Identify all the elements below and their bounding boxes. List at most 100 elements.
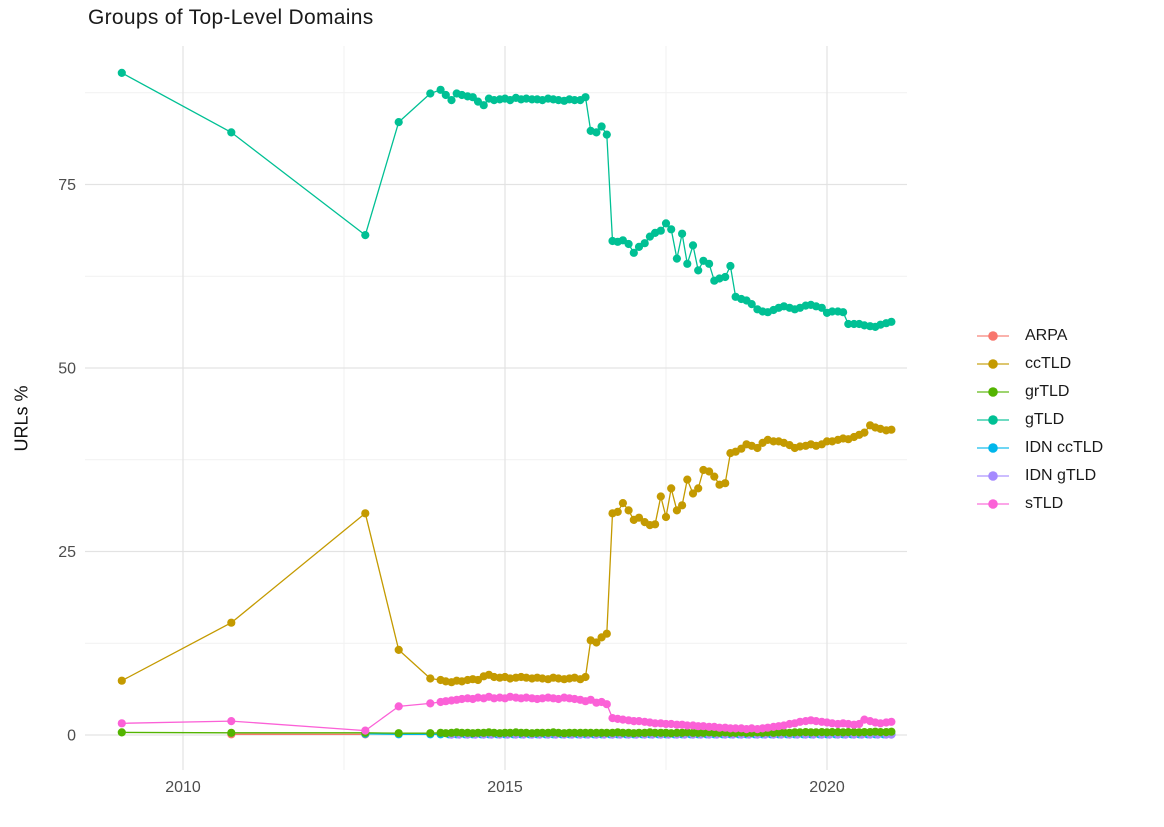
legend-item-idn-gtld: IDN gTLD xyxy=(976,462,1103,490)
data-point-cctld xyxy=(694,484,703,493)
data-point-cctld xyxy=(688,489,698,498)
data-point-stld xyxy=(361,726,370,735)
data-point-gtld xyxy=(629,248,638,257)
data-point-grtld xyxy=(828,728,837,737)
data-point-stld xyxy=(426,699,435,708)
data-point-stld xyxy=(887,717,896,726)
legend-item-gtld: gTLD xyxy=(976,406,1103,434)
legend-item-idn-cctld: IDN ccTLD xyxy=(976,434,1103,462)
data-point-gtld xyxy=(839,308,848,317)
x-tick-label: 2015 xyxy=(487,779,523,796)
data-point-stld xyxy=(683,721,692,730)
data-point-grtld xyxy=(634,728,644,737)
legend-label: IDN ccTLD xyxy=(1025,439,1104,456)
data-point-gtld xyxy=(661,219,671,228)
data-point-cctld xyxy=(117,676,126,685)
data-point-stld xyxy=(651,719,660,728)
data-point-cctld xyxy=(661,512,671,522)
data-point-gtld xyxy=(683,259,692,268)
data-point-grtld xyxy=(570,728,579,737)
data-point-cctld xyxy=(683,475,692,484)
data-point-gtld xyxy=(441,90,450,100)
data-point-cctld xyxy=(227,618,236,627)
data-point-grtld xyxy=(473,728,483,737)
data-point-gtld xyxy=(361,231,370,240)
legend-key-icon xyxy=(977,331,1009,341)
legend-key-icon xyxy=(977,387,1009,397)
legend-key-icon xyxy=(977,443,1009,453)
legend-item-grtld: grTLD xyxy=(976,378,1103,406)
data-point-gtld xyxy=(672,254,682,263)
data-point-gtld xyxy=(479,101,488,110)
data-point-gtld xyxy=(581,93,590,102)
data-point-cctld xyxy=(634,513,644,522)
data-point-cctld xyxy=(667,484,676,493)
legend-key-icon xyxy=(977,499,1009,509)
chart-title: Groups of Top-Level Domains xyxy=(88,6,374,29)
data-point-cctld xyxy=(592,638,601,647)
data-point-gtld xyxy=(570,96,579,105)
data-point-gtld xyxy=(678,229,687,238)
data-point-gtld xyxy=(887,317,896,326)
data-point-cctld xyxy=(887,425,896,434)
data-point-cctld xyxy=(705,467,714,476)
legend-key-icon xyxy=(977,471,1009,481)
data-point-cctld xyxy=(710,472,719,481)
data-point-cctld xyxy=(394,645,403,655)
data-point-cctld xyxy=(656,492,665,501)
legend-label: ccTLD xyxy=(1025,355,1072,372)
data-point-gtld xyxy=(817,303,826,312)
data-point-cctld xyxy=(651,520,660,529)
legend-label: grTLD xyxy=(1025,383,1070,400)
data-point-stld xyxy=(731,724,740,733)
data-point-stld xyxy=(227,717,236,726)
data-point-gtld xyxy=(640,239,649,248)
data-point-grtld xyxy=(618,728,628,737)
data-point-grtld xyxy=(586,728,595,737)
data-point-gtld xyxy=(597,122,606,131)
data-point-grtld xyxy=(651,728,660,737)
data-point-grtld xyxy=(887,727,896,736)
data-point-gtld xyxy=(426,89,435,98)
legend-label: IDN gTLD xyxy=(1025,467,1097,484)
data-point-stld xyxy=(394,702,403,711)
data-point-cctld xyxy=(721,479,730,488)
legend-label: ARPA xyxy=(1025,327,1068,344)
legend-label: gTLD xyxy=(1025,411,1065,428)
legend-item-stld: sTLD xyxy=(976,490,1103,518)
series-line-gtld xyxy=(121,72,892,328)
data-point-cctld xyxy=(426,674,435,683)
data-point-gtld xyxy=(602,130,611,139)
legend-label: sTLD xyxy=(1025,495,1064,512)
data-point-cctld xyxy=(618,499,628,508)
y-tick-label: 0 xyxy=(67,728,76,745)
data-point-gtld xyxy=(726,261,735,271)
data-point-gtld xyxy=(447,96,456,105)
data-point-grtld xyxy=(227,728,236,737)
data-point-stld xyxy=(715,723,724,732)
data-point-gtld xyxy=(624,239,633,249)
data-point-cctld xyxy=(613,507,622,516)
data-point-gtld xyxy=(747,300,756,309)
data-point-gtld xyxy=(705,259,714,268)
legend-item-cctld: ccTLD xyxy=(976,350,1103,378)
data-point-grtld xyxy=(426,729,435,738)
data-point-cctld xyxy=(672,506,682,515)
data-point-cctld xyxy=(753,443,762,453)
data-point-grtld xyxy=(844,728,853,737)
data-point-gtld xyxy=(721,272,730,282)
data-point-gtld xyxy=(828,307,837,316)
data-point-cctld xyxy=(624,506,633,515)
data-point-gtld xyxy=(656,226,665,235)
x-tick-label: 2010 xyxy=(165,779,201,796)
x-tick-label: 2020 xyxy=(809,779,845,796)
data-point-grtld xyxy=(457,728,466,737)
legend: ARPA ccTLD grTLD gTLD IDN ccTLD IDN gTLD sTLD xyxy=(976,322,1103,518)
legend-item-arpa: ARPA xyxy=(976,322,1103,350)
data-point-cctld xyxy=(361,509,370,518)
data-point-gtld xyxy=(688,241,698,250)
data-point-gtld xyxy=(394,118,403,127)
legend-key-icon xyxy=(977,415,1009,425)
